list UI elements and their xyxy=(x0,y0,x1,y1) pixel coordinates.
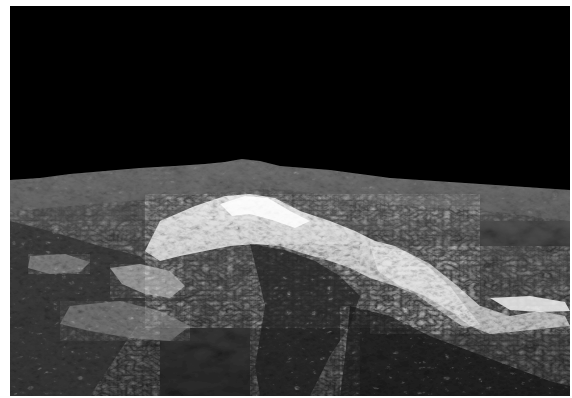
terrain-render xyxy=(10,6,570,396)
terrain-render-frame xyxy=(10,6,570,396)
terrain xyxy=(10,159,570,396)
